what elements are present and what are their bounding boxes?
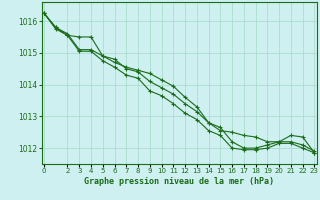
X-axis label: Graphe pression niveau de la mer (hPa): Graphe pression niveau de la mer (hPa): [84, 177, 274, 186]
